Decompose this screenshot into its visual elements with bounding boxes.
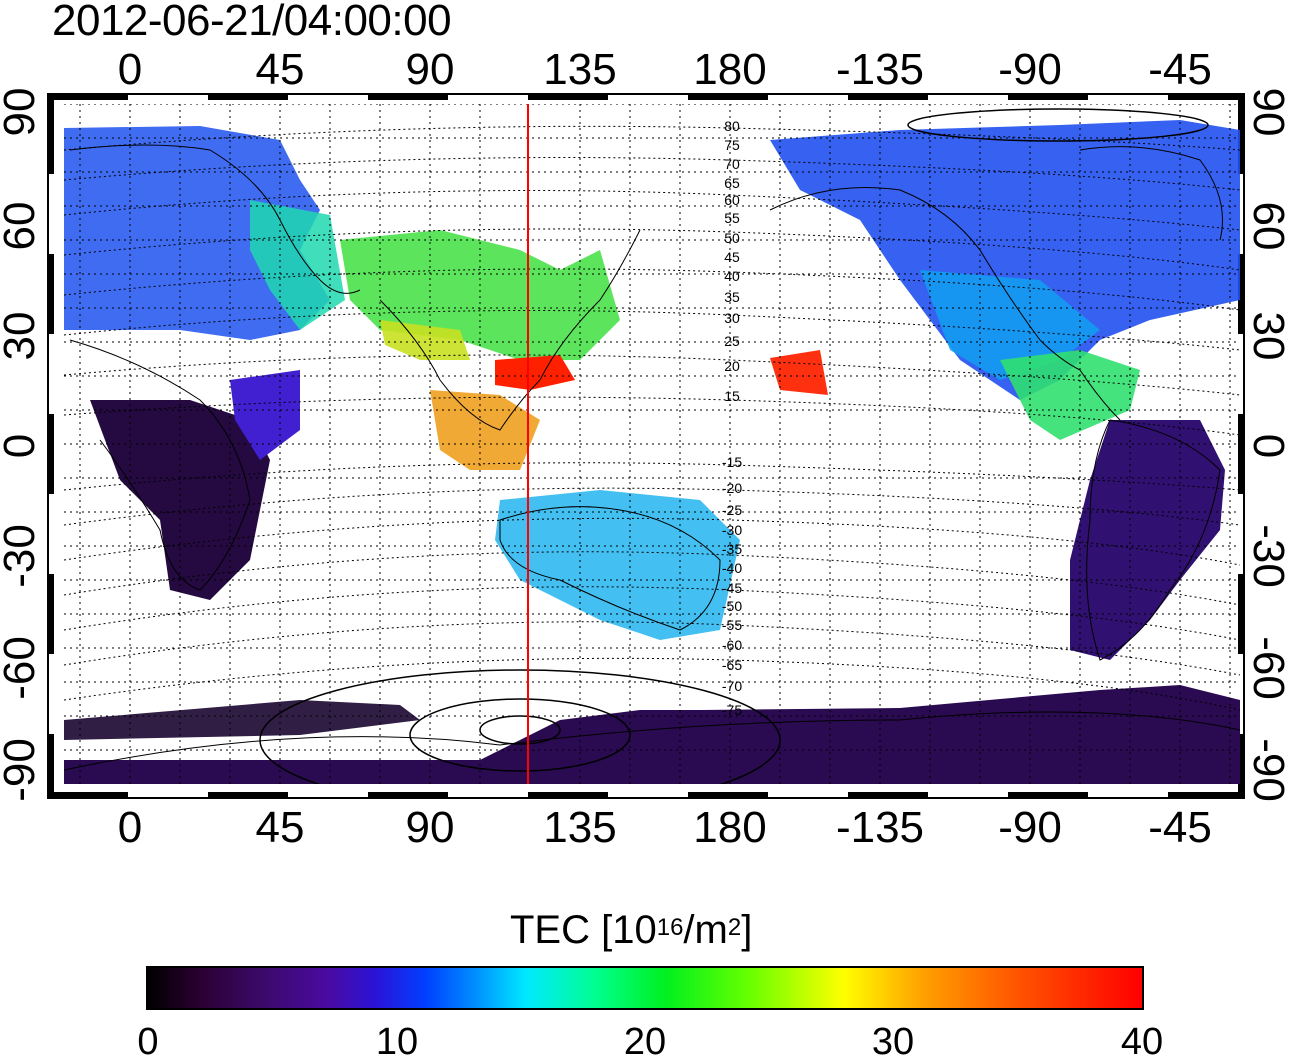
tec-europe-green xyxy=(250,200,345,330)
lat-tick-left: -90 xyxy=(0,738,44,802)
mlat-label: -60 xyxy=(721,637,743,653)
mlat-label: 50 xyxy=(724,230,740,246)
lat-tick-left: -30 xyxy=(0,524,44,588)
mlat-label: -65 xyxy=(721,657,743,673)
colorbar-tick: 20 xyxy=(623,1021,667,1063)
lon-tick-top: -135 xyxy=(835,45,925,94)
lon-tick-bottom: 180 xyxy=(693,803,767,852)
tec-se-asia-orange xyxy=(430,390,540,470)
colorbar-tick: 40 xyxy=(1120,1021,1164,1063)
lat-tick-left: 30 xyxy=(0,311,44,361)
magnetic-pole-ellipses xyxy=(259,108,1209,784)
tec-south-america xyxy=(1070,420,1225,660)
mlat-label: 55 xyxy=(724,210,740,226)
tec-data-regions xyxy=(64,120,1240,784)
mlat-label: 35 xyxy=(724,289,740,305)
mlat-label: -50 xyxy=(721,598,743,614)
lat-tick-right: 0 xyxy=(1244,433,1292,459)
tec-china-yellow xyxy=(380,320,470,360)
lon-tick-top: -45 xyxy=(1148,45,1212,94)
lon-tick-bottom: 90 xyxy=(405,803,455,852)
lon-tick-top: 90 xyxy=(405,45,455,94)
tec-hotspot-red xyxy=(495,355,575,390)
mlat-label: 40 xyxy=(724,268,740,284)
tec-australia xyxy=(495,490,740,640)
lon-tick-top: 180 xyxy=(693,45,767,94)
mlat-label: 20 xyxy=(724,358,740,374)
mlat-label: -75 xyxy=(721,702,743,718)
lat-tick-right: 60 xyxy=(1244,201,1292,251)
lat-tick-left: 90 xyxy=(0,87,44,137)
magnetic-latitude-contours xyxy=(64,125,1240,711)
lat-tick-right: -30 xyxy=(1244,524,1292,588)
mlat-label: 75 xyxy=(724,137,740,153)
colorbar-tick: 0 xyxy=(137,1021,159,1063)
lat-tick-right: 30 xyxy=(1244,311,1292,361)
colorbar-tick: 30 xyxy=(871,1021,915,1063)
lon-tick-bottom: 45 xyxy=(255,803,305,852)
lon-tick-top: 45 xyxy=(255,45,305,94)
mlat-label: 25 xyxy=(724,333,740,349)
lat-tick-left: -60 xyxy=(0,636,44,700)
graticule xyxy=(64,104,1240,784)
tec-north-america-cyan xyxy=(920,270,1100,380)
colorbar-title-exponent2: 2 xyxy=(727,914,742,941)
timestamp-title: 2012-06-21/04:00:00 xyxy=(52,0,452,45)
mlat-label: -35 xyxy=(721,541,743,557)
tec-colorbar xyxy=(146,966,1144,1010)
lat-tick-left: 60 xyxy=(0,201,44,251)
mlat-label: 60 xyxy=(724,192,740,208)
colorbar-title-exponent: 16 xyxy=(656,914,684,941)
frame-tick-bars xyxy=(48,94,1244,798)
mlat-label: -30 xyxy=(721,522,743,538)
lat-tick-right: 90 xyxy=(1244,87,1292,137)
colorbar-title: TEC [1016/m2] xyxy=(510,906,752,954)
lon-tick-bottom: -90 xyxy=(998,803,1062,852)
mlat-label: -20 xyxy=(721,480,743,496)
lon-tick-bottom: -135 xyxy=(835,803,925,852)
mlat-label: 65 xyxy=(724,175,740,191)
lat-tick-left: 0 xyxy=(0,434,44,458)
colorbar-title-unit: /m xyxy=(683,908,728,952)
tec-antarctic-fragments xyxy=(64,700,420,740)
tec-north-america xyxy=(770,120,1240,400)
lon-tick-bottom: 0 xyxy=(117,803,143,852)
mlat-label: 15 xyxy=(724,388,740,404)
colorbar-title-end: ] xyxy=(741,908,753,952)
lon-tick-top: 135 xyxy=(543,45,617,94)
mlat-label: -55 xyxy=(721,617,743,633)
lon-tick-top: -90 xyxy=(998,45,1062,94)
tec-europe-region xyxy=(64,126,330,340)
tec-pacific-red xyxy=(770,350,828,395)
mlat-label: -45 xyxy=(721,580,743,596)
lat-tick-right: -90 xyxy=(1244,738,1292,802)
colorbar-tick: 10 xyxy=(375,1021,419,1063)
coastlines xyxy=(64,144,1240,771)
mlat-label: 45 xyxy=(724,249,740,265)
tec-antarctica xyxy=(64,685,1240,784)
lon-tick-bottom: -45 xyxy=(1148,803,1212,852)
mlat-label: -15 xyxy=(721,454,743,470)
mlat-label: 30 xyxy=(724,310,740,326)
tec-central-america-green xyxy=(1000,350,1140,440)
colorbar-title-main: TEC [10 xyxy=(510,908,657,952)
lon-tick-bottom: 135 xyxy=(543,803,617,852)
mlat-label: -25 xyxy=(721,502,743,518)
mlat-label: -70 xyxy=(721,678,743,694)
lat-tick-right: -60 xyxy=(1244,636,1292,700)
mlat-label: -40 xyxy=(721,560,743,576)
mlat-label: 70 xyxy=(724,156,740,172)
tec-africa-blue xyxy=(230,370,300,460)
mlat-label: 80 xyxy=(724,118,740,134)
lon-tick-top: 0 xyxy=(117,45,143,94)
